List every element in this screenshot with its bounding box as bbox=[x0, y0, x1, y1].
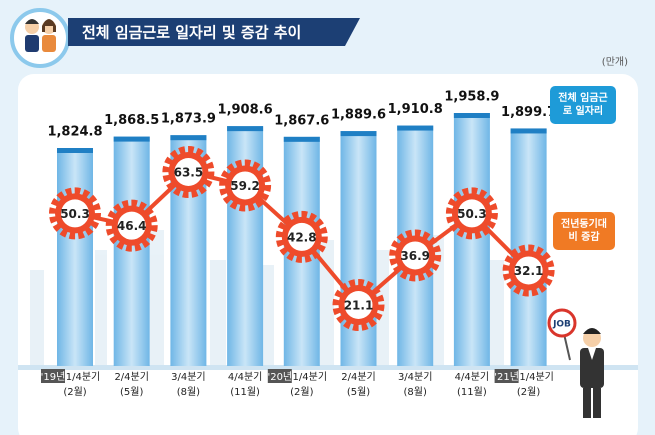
unit-label: (만개) bbox=[602, 56, 628, 68]
value-label: 1,867.6 bbox=[274, 113, 329, 128]
value-label: 1,910.8 bbox=[388, 102, 443, 117]
gear: 59.2 bbox=[219, 159, 272, 212]
bar-cap bbox=[113, 136, 150, 142]
value-label: 1,868.5 bbox=[104, 113, 159, 128]
gear-center bbox=[344, 291, 373, 319]
bar-cap bbox=[170, 135, 207, 141]
value-label: 1,889.6 bbox=[331, 108, 386, 123]
x-tick-sublabel: (2월) bbox=[517, 386, 540, 398]
point-label: 59.2 bbox=[230, 179, 260, 193]
gear-center bbox=[61, 199, 89, 228]
legend-bars: 전체 임금근로 일자리 bbox=[550, 86, 616, 124]
title-bar bbox=[68, 18, 360, 46]
x-tick-sublabel: (2월) bbox=[290, 386, 313, 398]
bar-cap bbox=[283, 136, 320, 142]
gear: 21.1 bbox=[332, 279, 385, 331]
gear-center bbox=[287, 222, 316, 251]
value-label: 1,873.9 bbox=[161, 112, 216, 127]
point-label: 50.3 bbox=[60, 207, 90, 221]
gear-teeth bbox=[49, 187, 101, 240]
gear-teeth bbox=[502, 244, 555, 297]
gear-teeth bbox=[445, 187, 498, 240]
bar bbox=[113, 136, 150, 366]
bar bbox=[57, 148, 93, 366]
x-tick-sublabel: (8월) bbox=[404, 386, 427, 398]
gear-center bbox=[457, 199, 486, 228]
year-label: '19년 bbox=[41, 371, 66, 383]
x-tick-sublabel: (2월) bbox=[63, 386, 86, 398]
x-tick-label: 4/4분기 bbox=[455, 371, 490, 383]
gear: 42.8 bbox=[275, 210, 328, 263]
x-tick-label: 1/4분기 bbox=[519, 371, 554, 383]
point-label: 46.4 bbox=[117, 219, 147, 233]
bar-cap bbox=[453, 113, 490, 118]
gear-teeth bbox=[275, 210, 328, 263]
x-tick-sublabel: (11월) bbox=[457, 386, 487, 398]
x-tick-sublabel: (8월) bbox=[177, 386, 200, 398]
year-label: '20년 bbox=[267, 371, 292, 383]
baseline bbox=[18, 365, 638, 370]
gear: 50.3 bbox=[49, 187, 101, 240]
gear: 63.5 bbox=[162, 146, 215, 198]
x-tick-label: 2/4분기 bbox=[341, 371, 376, 383]
gear-teeth bbox=[389, 229, 442, 282]
year-badge bbox=[494, 369, 519, 383]
point-label: 63.5 bbox=[174, 166, 204, 180]
gear: 32.1 bbox=[502, 244, 555, 297]
bar-cap bbox=[340, 131, 377, 137]
point-label: 50.3 bbox=[457, 207, 487, 221]
year-badge bbox=[41, 369, 65, 383]
gear-center bbox=[117, 211, 146, 240]
x-tick-label: 1/4분기 bbox=[293, 371, 328, 383]
bar bbox=[453, 113, 490, 366]
x-tick-label: 3/4분기 bbox=[398, 371, 433, 383]
value-label: 1,958.9 bbox=[444, 90, 499, 105]
value-label: 1,899.7 bbox=[501, 105, 556, 120]
value-label: 1,908.6 bbox=[218, 103, 273, 118]
bar bbox=[510, 128, 547, 366]
year-label: '21년 bbox=[494, 371, 519, 383]
value-label: 1,824.8 bbox=[47, 125, 102, 140]
gear-teeth bbox=[219, 159, 272, 212]
gear: 50.3 bbox=[445, 187, 498, 240]
gear-center bbox=[174, 158, 203, 186]
gear: 46.4 bbox=[105, 199, 158, 252]
x-tick-label: 4/4분기 bbox=[228, 371, 263, 383]
x-tick-sublabel: (5월) bbox=[347, 386, 370, 398]
bar-cap bbox=[397, 125, 434, 131]
bar bbox=[227, 126, 264, 366]
gear-center bbox=[514, 256, 543, 285]
chart-title: 전체 임금근로 일자리 및 증감 추이 bbox=[82, 24, 301, 42]
gear-teeth bbox=[332, 279, 385, 331]
job-sign: JOB bbox=[552, 320, 571, 330]
header-icon bbox=[10, 8, 70, 68]
bar-cap bbox=[510, 128, 547, 134]
gear-teeth bbox=[162, 146, 215, 198]
gear-center bbox=[401, 241, 430, 270]
x-tick-sublabel: (5월) bbox=[120, 386, 143, 398]
bar-cap bbox=[227, 126, 264, 132]
x-tick-label: 3/4분기 bbox=[171, 371, 206, 383]
gear-teeth bbox=[105, 199, 158, 252]
point-label: 42.8 bbox=[287, 230, 317, 244]
gear: 36.9 bbox=[389, 229, 442, 282]
gear-center bbox=[231, 171, 260, 200]
x-tick-label: 2/4분기 bbox=[114, 371, 149, 383]
people-icon bbox=[25, 19, 56, 52]
x-tick-label: 1/4분기 bbox=[66, 371, 101, 383]
year-badge bbox=[267, 369, 292, 383]
legend-line: 전년동기대비 증감 bbox=[553, 212, 615, 250]
point-label: 32.1 bbox=[514, 264, 544, 278]
bar bbox=[340, 131, 377, 366]
point-label: 21.1 bbox=[344, 299, 374, 313]
x-tick-sublabel: (11월) bbox=[230, 386, 260, 398]
job-man: JOB bbox=[547, 308, 604, 418]
point-label: 36.9 bbox=[400, 249, 430, 263]
bar-cap bbox=[57, 148, 93, 153]
